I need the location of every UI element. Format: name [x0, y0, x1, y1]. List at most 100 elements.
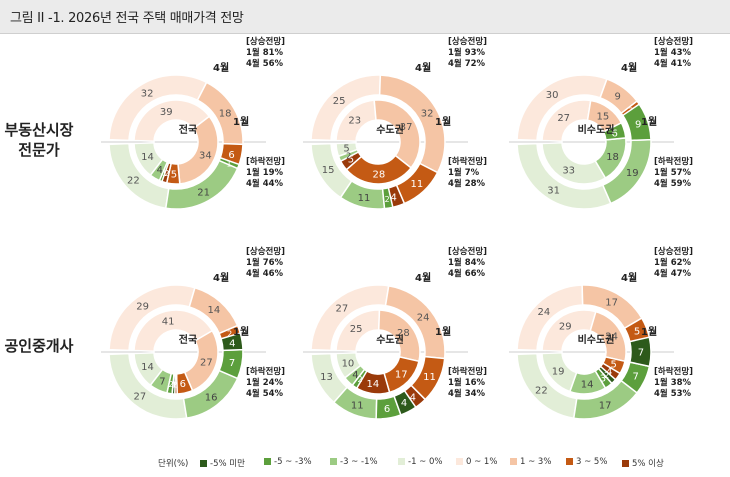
- inner-up-value-label: 37: [400, 122, 413, 133]
- down-annotation-line: [하락전망]: [654, 366, 693, 377]
- outer-down-value-label: 15: [322, 165, 335, 176]
- inner-down-value-label: 5: [343, 144, 349, 155]
- inner-down-value-label: 33: [562, 166, 575, 177]
- legend-label: 0 ~ 1%: [466, 457, 498, 467]
- row-label-agents: 공인중개사: [4, 337, 74, 355]
- down-annotation-line: 4월 28%: [448, 178, 486, 189]
- outer-down-segment: [332, 386, 378, 420]
- inner-up-value-label: 5: [348, 155, 354, 166]
- inner-up-value-label: 17: [395, 369, 408, 380]
- legend-item: -5% 미만: [200, 457, 245, 469]
- down-annotation-line: 1월 24%: [246, 377, 284, 388]
- outer-up-value-label: 5: [634, 327, 640, 338]
- inner-up-value-label: 23: [348, 116, 361, 127]
- legend-swatch: [200, 460, 207, 467]
- inner-up-value-label: 15: [597, 112, 610, 123]
- outer-down-value-label: 7: [229, 358, 235, 369]
- inner-up-value-label: 4: [606, 367, 612, 378]
- down-annotation-line: 4월 44%: [246, 178, 284, 189]
- outer-up-value-label: 2: [227, 329, 232, 338]
- up-annotation-line: [상승전망]: [448, 36, 487, 47]
- outer-up-value-label: 4: [410, 393, 416, 404]
- inner-down-value-label: 3: [600, 373, 606, 384]
- inner-down-value-label: 6: [612, 128, 618, 139]
- outer-down-value-label: 11: [351, 401, 364, 412]
- up-annotation-line: [상승전망]: [448, 246, 487, 257]
- inner-down-value-label: 4: [157, 165, 163, 176]
- legend-label: -1 ~ 0%: [408, 457, 443, 467]
- inner-down-segment: [594, 137, 627, 180]
- up-annotation-line: [상승전망]: [654, 36, 693, 47]
- outer-down-segment: [108, 352, 188, 420]
- outer-down-value-label: 11: [358, 193, 371, 204]
- inner-down-value-label: 10: [342, 358, 355, 369]
- outer-up-value-label: 30: [546, 90, 559, 101]
- outer-down-segment: [310, 352, 349, 404]
- outer-up-value-label: 27: [335, 303, 348, 314]
- inner-down-value-label: 1: [172, 380, 177, 389]
- up-annotation-line: 1월 76%: [246, 257, 284, 268]
- inner-up-value-label: 6: [180, 379, 186, 390]
- inner-up-value-label: 34: [199, 150, 212, 161]
- outer-down-segment: [601, 138, 652, 205]
- inner-up-value-label: 25: [350, 324, 363, 335]
- outer-down-value-label: 13: [320, 372, 333, 383]
- outer-ring-label: 4월: [213, 272, 229, 284]
- outer-down-segment: [516, 142, 612, 210]
- inner-ring-label: 1월: [233, 116, 249, 128]
- inner-down-value-label: 14: [141, 152, 154, 163]
- outer-down-segment: [393, 389, 417, 416]
- outer-down-segment: [628, 336, 652, 368]
- inner-up-value-label: 27: [557, 113, 570, 124]
- inner-down-value-label: 2: [169, 380, 174, 389]
- outer-up-value-label: 18: [219, 109, 232, 120]
- inner-down-segment: [568, 369, 607, 395]
- outer-down-value-label: 22: [127, 175, 140, 186]
- region-label: 수도권: [376, 124, 404, 136]
- inner-up-value-label: 14: [367, 379, 380, 390]
- inner-up-value-label: 29: [559, 322, 572, 333]
- up-annotation-line: 4월 46%: [246, 268, 284, 279]
- figure-title: 그림 II -1. 2026년 전국 주택 매매가격 전망: [10, 11, 244, 26]
- legend-swatch: [456, 458, 463, 465]
- outer-down-segment: [220, 332, 244, 352]
- outer-down-value-label: 4: [401, 398, 407, 409]
- outer-down-value-label: 17: [599, 400, 612, 411]
- legend-swatch: [398, 458, 405, 465]
- legend-item: 0 ~ 1%: [456, 457, 497, 467]
- up-annotation-line: 1월 81%: [246, 47, 284, 58]
- outer-up-value-label: 29: [136, 301, 149, 312]
- up-annotation-line: 1월 84%: [448, 257, 486, 268]
- legend-item: 1 ~ 3%: [510, 457, 551, 467]
- inner-up-value-label: 27: [200, 357, 213, 368]
- outer-down-value-label: 7: [638, 347, 644, 358]
- inner-down-value-label: 2: [604, 371, 609, 380]
- outer-up-value-label: 9: [614, 92, 620, 103]
- outer-down-segment: [375, 395, 402, 420]
- up-annotation-line: 1월 93%: [448, 47, 486, 58]
- up-annotation-line: [상승전망]: [246, 246, 285, 257]
- up-annotation-line: 4월 72%: [448, 58, 486, 69]
- up-annotation-line: [상승전망]: [246, 36, 285, 47]
- up-annotation-line: 4월 47%: [654, 268, 692, 279]
- down-annotation-line: 1월 19%: [246, 167, 284, 178]
- outer-down-segment: [339, 179, 386, 210]
- inner-down-value-label: 4: [352, 370, 358, 381]
- outer-down-segment: [218, 156, 241, 170]
- inner-down-segment: [597, 365, 617, 385]
- outer-up-value-label: 24: [417, 313, 430, 324]
- inner-up-value-label: 39: [160, 107, 173, 118]
- outer-up-value-label: 32: [421, 109, 434, 120]
- inner-down-segment: [171, 373, 177, 395]
- legend-label: -5 ~ -3%: [274, 457, 312, 467]
- legend-swatch: [510, 458, 517, 465]
- inner-ring-label: 1월: [641, 116, 657, 128]
- outer-down-segment: [182, 369, 239, 419]
- up-annotation-line: 4월 41%: [654, 58, 692, 69]
- down-annotation-line: 1월 7%: [448, 167, 480, 178]
- down-annotation-line: [하락전망]: [448, 156, 487, 167]
- inner-down-segment: [158, 161, 170, 183]
- outer-down-segment: [381, 186, 394, 210]
- outer-down-segment: [164, 159, 239, 210]
- outer-down-value-label: 16: [205, 392, 218, 403]
